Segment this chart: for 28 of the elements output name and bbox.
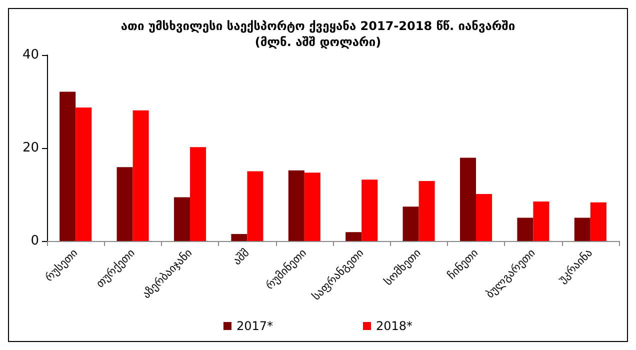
bar (418, 181, 435, 241)
chart-title: ათი უმსხვილესი საექსპორტო ქვეყანა 2017-2018 წწ. იანვარში (120, 19, 516, 33)
bar (533, 201, 550, 241)
legend-label: 2018* (376, 319, 413, 333)
bar (517, 218, 534, 241)
bar (476, 194, 492, 241)
bar (288, 170, 304, 241)
bar (346, 232, 362, 241)
y-tick-label: 40 (22, 48, 39, 62)
bar (402, 206, 419, 241)
bar (574, 218, 590, 241)
bar (174, 197, 190, 241)
bar (590, 202, 606, 241)
bar (60, 92, 76, 241)
chart-subtitle: (მლნ. აშშ დოლარი) (254, 35, 382, 49)
bar (247, 171, 264, 241)
bar (132, 110, 149, 241)
bar (304, 172, 320, 241)
bar (362, 180, 378, 241)
bar (190, 147, 206, 241)
bar (76, 108, 92, 241)
legend-label: 2017* (236, 319, 274, 333)
x-tick-label: აშშ (230, 246, 252, 268)
y-tick-label: 20 (22, 140, 39, 156)
bar (231, 234, 248, 241)
bar (116, 167, 133, 241)
bar (460, 158, 476, 241)
y-tick-label: 0 (30, 234, 39, 248)
